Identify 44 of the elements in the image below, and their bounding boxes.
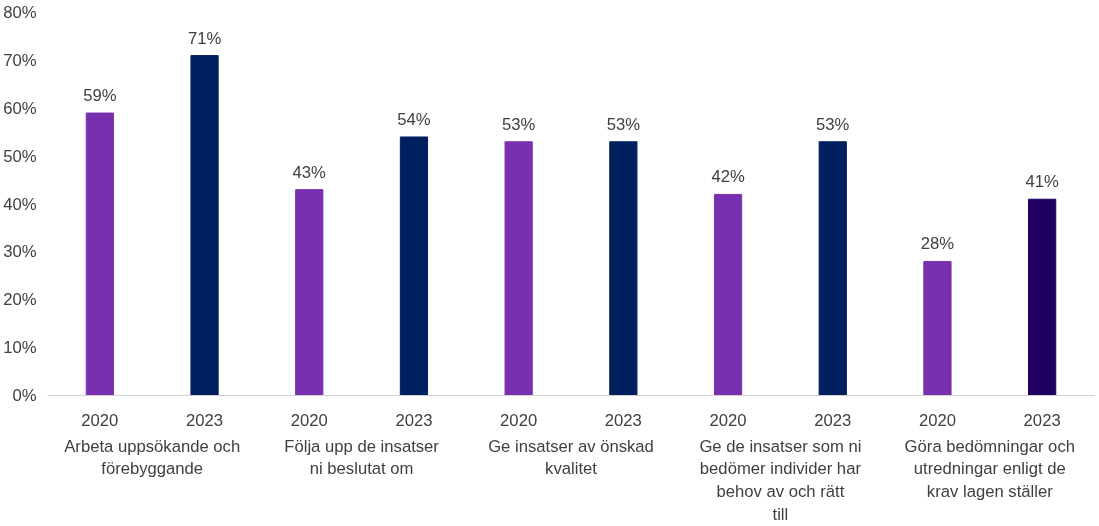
bar: [190, 55, 219, 396]
x-tick-label: 2023: [1023, 410, 1061, 430]
data-label: 54%: [397, 109, 431, 129]
y-tick-label: 50%: [3, 146, 37, 166]
text: Ge insatser av önskad kvalitet: [488, 436, 654, 479]
data-label: 71%: [187, 28, 222, 48]
y-tick-label: 80%: [3, 3, 37, 22]
y-tick-label: 30%: [3, 242, 37, 262]
data-label: 43%: [292, 162, 327, 182]
bar: [1028, 198, 1057, 396]
text: Göra bedömningar och utredningar enligt de krav lagen ställer: [904, 436, 1075, 502]
x-tick-label: 2020: [290, 410, 328, 430]
data-label: 28%: [920, 234, 955, 254]
y-tick-label: 20%: [3, 290, 37, 310]
x-tick-label: 2020: [918, 410, 956, 430]
x-tick-label: 2023: [814, 410, 852, 430]
text: Följa upp de insatser ni beslutat om: [284, 436, 440, 479]
bar: [923, 260, 952, 396]
x-tick-label: 2020: [500, 410, 538, 430]
bar: [295, 189, 324, 396]
bar: [713, 193, 743, 396]
bar: [399, 136, 429, 396]
y-tick-label: 0%: [12, 386, 37, 405]
data-label: 41%: [1025, 172, 1060, 192]
y-tick-label: 10%: [3, 338, 37, 358]
bar: [818, 141, 847, 396]
data-label: 42%: [711, 167, 745, 187]
y-tick-label: 60%: [3, 98, 37, 118]
y-tick-label: 70%: [3, 50, 37, 70]
x-tick-label: 2023: [604, 410, 642, 430]
data-label: 59%: [83, 86, 117, 106]
y-tick-label: 40%: [3, 194, 37, 214]
x-tick-label: 2020: [709, 410, 747, 430]
text: Arbeta uppsökande och förebyggande: [64, 436, 241, 479]
bar: [504, 141, 533, 396]
x-tick-label: 2023: [186, 410, 224, 430]
x-tick-label: 2023: [395, 410, 433, 430]
bar: [609, 141, 638, 396]
data-label: 53%: [606, 114, 641, 134]
data-label: 53%: [501, 114, 536, 134]
x-tick-label: 2020: [81, 410, 119, 430]
text: Ge de insatser som ni bedömer individer har behov av och rätt till: [699, 436, 862, 524]
data-label: 53%: [816, 114, 850, 134]
bar: [85, 112, 114, 396]
